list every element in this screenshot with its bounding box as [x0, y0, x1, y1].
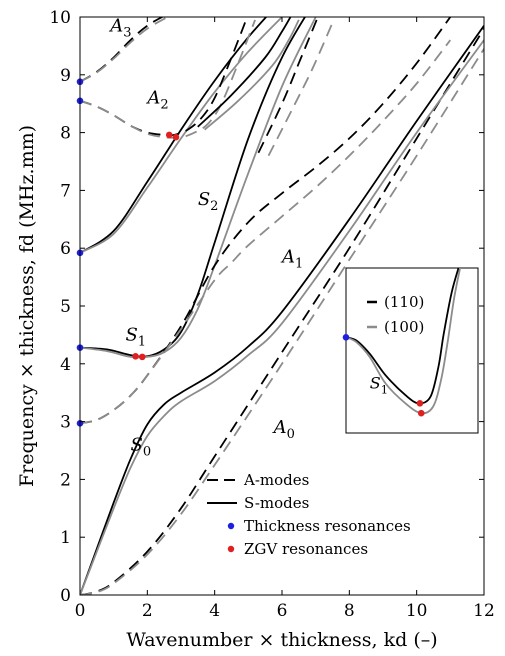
x-tick-labels: 0 2 4 6 8 10 12: [75, 601, 495, 621]
mode-label-a1: A1: [280, 247, 303, 272]
curve-a0-100: [80, 48, 484, 595]
inset-mode-labels: S1: [370, 373, 388, 396]
y-tick-label: 1: [60, 528, 71, 548]
curve-s2-100: [80, 17, 283, 254]
x-tick-label: 6: [277, 601, 288, 621]
curve-a1-100: [80, 39, 452, 425]
y-tick-label: 6: [60, 239, 71, 259]
x-axis-label: Wavenumber × thickness, kd (–): [126, 629, 437, 651]
inset-zgv-resonance-point: [416, 400, 424, 407]
zgv-resonance-point: [165, 131, 173, 139]
zgv-resonance-point: [132, 352, 139, 360]
inset-legend-label-100: (100): [384, 318, 424, 336]
legend-marker-zgv: [227, 545, 235, 553]
axis-ticks: [79, 16, 485, 596]
curve-s1-110: [80, 17, 307, 358]
y-tick-labels: 0 1 2 3 4 5 6 7 8 9 10: [49, 8, 71, 606]
y-tick-label: 3: [60, 413, 71, 433]
curve-s3-110: [197, 17, 292, 128]
legend-label-s-modes: S-modes: [244, 494, 309, 512]
y-tick-label: 0: [60, 586, 71, 606]
legend: A-modes S-modes Thickness resonances ZGV…: [207, 471, 411, 558]
inset-zgv-resonance-point: [417, 409, 425, 417]
x-tick-label: 2: [142, 601, 153, 621]
curve-a4-110: [257, 17, 319, 154]
y-axis-label: Frequency × thickness, fd (MHz.mm): [16, 125, 38, 487]
curve-a4-100: [267, 22, 334, 157]
curve-s0-110: [80, 25, 484, 595]
mode-label-s2: S2: [198, 189, 219, 214]
mode-labels: A3 A2 S2 A1 S1 S0 A0: [108, 15, 303, 459]
x-tick-label: 12: [473, 601, 495, 621]
x-tick-label: 0: [75, 601, 86, 621]
zgv-resonance-point: [172, 133, 180, 141]
mode-label-a0: A0: [272, 417, 295, 442]
legend-label-a-modes: A-modes: [243, 471, 309, 489]
inset-legend-label-110: (110): [384, 293, 424, 311]
mode-label-s0: S0: [131, 435, 152, 460]
curve-s0-100: [80, 39, 484, 595]
curve-s1-100: [80, 17, 317, 359]
mode-label-a2: A2: [145, 88, 168, 113]
curve-s3-100: [204, 19, 300, 131]
inset: S1 (110) (100): [342, 267, 479, 434]
y-tick-label: 10: [49, 8, 71, 28]
legend-label-zgv: ZGV resonances: [244, 540, 368, 558]
inset-thickness-resonance-point: [342, 334, 350, 341]
mode-label-s1: S1: [125, 325, 146, 350]
x-tick-label: 10: [406, 601, 428, 621]
x-tick-label: 4: [209, 601, 220, 621]
inset-points: [342, 334, 425, 417]
legend-label-thickness: Thickness resonances: [244, 517, 411, 535]
y-tick-label: 7: [60, 181, 71, 201]
y-tick-label: 4: [60, 355, 71, 375]
legend-marker-thickness: [227, 522, 235, 530]
x-tick-label: 8: [344, 601, 355, 621]
y-tick-label: 5: [60, 297, 71, 317]
mode-label-s1: S1: [370, 373, 388, 396]
zgv-resonance-point: [138, 353, 146, 361]
y-tick-label: 9: [60, 66, 71, 86]
curve-a0-110: [80, 28, 484, 595]
mode-label-a3: A3: [108, 15, 131, 40]
y-tick-label: 8: [60, 124, 71, 144]
y-tick-label: 2: [60, 470, 71, 490]
